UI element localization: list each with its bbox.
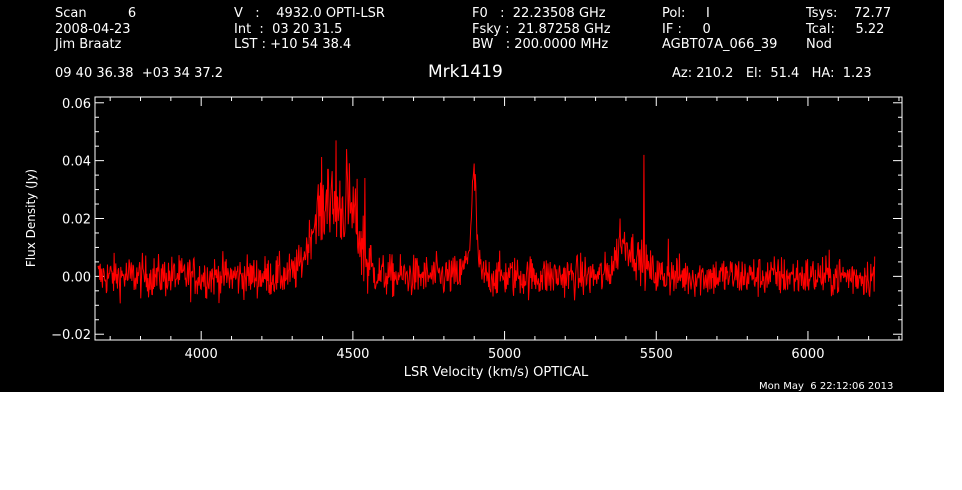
source-name: Mrk1419 [428, 62, 503, 82]
x-tick-label: 5000 [488, 347, 521, 362]
y-axis-ticks: −0.02 0.00 0.02 0.04 0.06 [51, 97, 902, 343]
scan-number: Scan 6 [55, 6, 137, 21]
y-tick-label: 0.00 [62, 270, 91, 285]
x-tick-label: 5500 [640, 347, 673, 362]
x-axis-label: LSR Velocity (km/s) OPTICAL [404, 365, 589, 380]
y-tick-label: −0.02 [51, 328, 91, 343]
obs-date: 2008-04-23 [55, 22, 131, 37]
x-tick-label: 6000 [791, 347, 824, 362]
x-tick-label: 4000 [185, 347, 218, 362]
plot-frame [94, 96, 903, 341]
bandwidth: BW : 200.0000 MHz [472, 37, 609, 52]
procedure: Nod [806, 37, 832, 52]
y-tick-label: 0.06 [62, 97, 91, 112]
rest-frequency: F0 : 22.23508 GHz [472, 6, 606, 21]
tsys: Tsys: 72.77 [806, 6, 892, 21]
x-axis-ticks: 4000 4500 5000 5500 6000 [109, 97, 900, 362]
spectrum-chart: 4000 4500 5000 5500 6000 −0.02 0.00 0.02 0.04 0.… [24, 96, 903, 380]
y-axis-label: Flux Density (Jy) [24, 169, 38, 267]
lst: LST : +10 54 38.4 [234, 37, 352, 52]
tcal: Tcal: 5.22 [806, 22, 885, 37]
plot-timestamp: Mon May 6 22:12:06 2013 [759, 381, 894, 392]
source-coordinates: 09 40 36.38 +03 34 37.2 [55, 66, 224, 81]
y-tick-label: 0.02 [62, 213, 91, 228]
polarization: Pol: I [662, 6, 710, 21]
if-number: IF : 0 [662, 22, 711, 37]
observer: Jim Braatz [55, 37, 122, 52]
velocity-info: V : 4932.0 OPTI-LSR [234, 6, 385, 21]
project-id: AGBT07A_066_39 [662, 37, 778, 52]
y-tick-label: 0.04 [62, 155, 91, 170]
az-el-ha: Az: 210.2 El: 51.4 HA: 1.23 [672, 66, 872, 81]
sky-frequency: Fsky : 21.87258 GHz [472, 22, 611, 37]
spectrum-line [97, 140, 876, 304]
x-tick-label: 4500 [336, 347, 369, 362]
integration: Int : 03 20 31.5 [234, 22, 343, 37]
